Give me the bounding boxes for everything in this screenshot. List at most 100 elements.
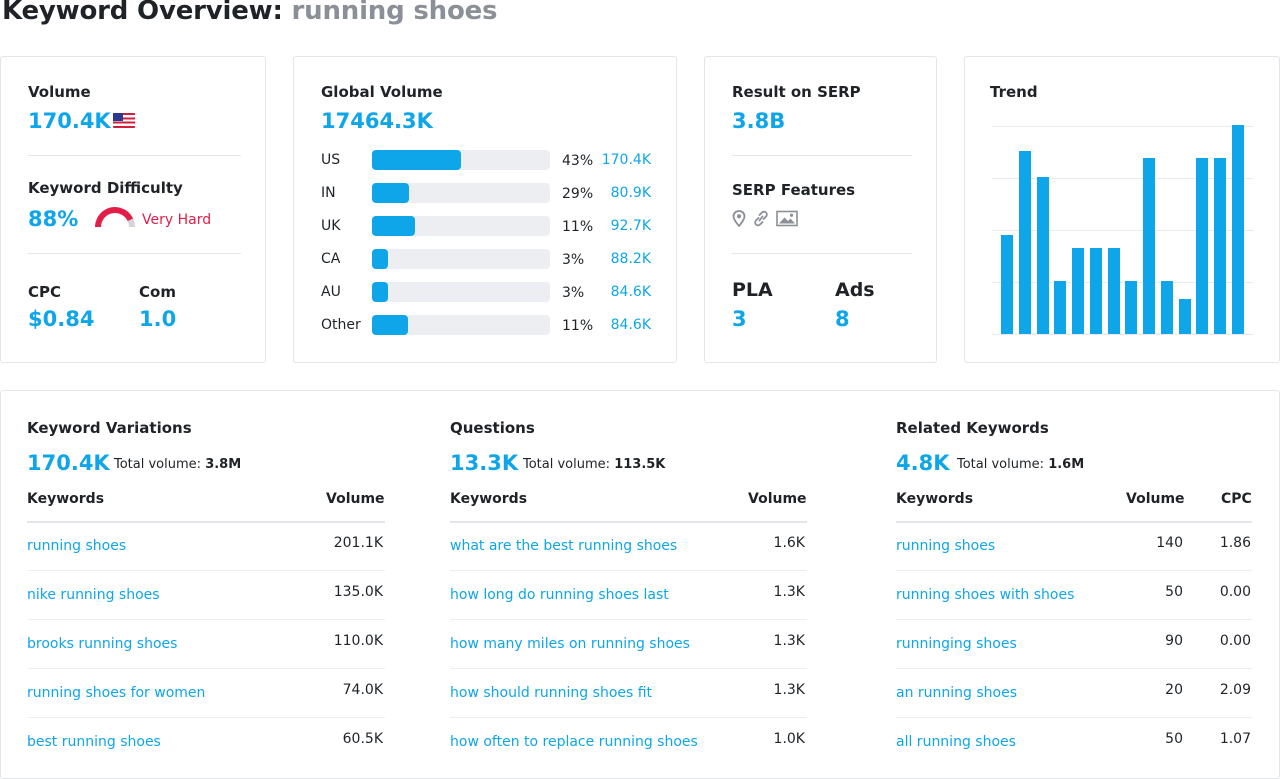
trend-bar	[1232, 125, 1244, 334]
com-value: 1.0	[139, 307, 177, 331]
keyword-cpc: 0.00	[1219, 584, 1251, 600]
trend-label: Trend	[990, 83, 1038, 101]
trend-gridline	[992, 178, 1253, 179]
country-name: Other	[321, 317, 361, 333]
keyword-link[interactable]: how many miles on running shoes	[450, 636, 690, 652]
trend-card: Trend	[964, 56, 1280, 363]
volume-label: Volume	[28, 83, 91, 101]
trend-bar	[1108, 248, 1120, 334]
keyword-cpc: 2.09	[1219, 682, 1251, 698]
related-count: 4.8K	[896, 451, 950, 475]
keyword-cpc: 1.86	[1219, 535, 1251, 551]
volume-share-bar	[372, 216, 550, 236]
keyword-cpc: 1.07	[1219, 731, 1251, 747]
keyword-link[interactable]: an running shoes	[896, 685, 1018, 701]
divider	[732, 155, 912, 156]
trend-bar	[1019, 151, 1031, 334]
country-name: AU	[321, 284, 341, 300]
trend-baseline	[992, 334, 1253, 335]
country-share-percent: 29%	[562, 186, 594, 202]
variations-total-label: Total volume:	[114, 457, 202, 472]
row-divider	[27, 619, 385, 620]
page-title: Keyword Overview: running shoes	[2, 0, 498, 26]
volume-share-fill	[372, 315, 408, 335]
volume-share-bar	[372, 249, 550, 269]
country-name: IN	[321, 185, 336, 201]
country-share-percent: 11%	[562, 318, 594, 334]
country-name: CA	[321, 251, 341, 267]
volume-share-bar	[372, 183, 550, 203]
variations-col-keywords[interactable]: Keywords	[27, 491, 105, 507]
related-col-cpc[interactable]: CPC	[1221, 491, 1252, 507]
country-volume-link[interactable]: 80.9K	[610, 185, 651, 201]
pla-value: 3	[732, 307, 747, 331]
volume-card: Volume 170.4K Keyword Difficulty 88% Ver…	[0, 56, 266, 363]
country-volume-link[interactable]: 170.4K	[601, 152, 651, 168]
volume-share-fill	[372, 249, 388, 269]
questions-col-volume[interactable]: Volume	[748, 491, 807, 507]
country-share-percent: 11%	[562, 219, 594, 235]
keyword-link[interactable]: runninging shoes	[896, 636, 1017, 652]
ads-label: Ads	[835, 279, 875, 301]
variations-col-volume[interactable]: Volume	[326, 491, 385, 507]
country-name: US	[321, 152, 341, 168]
related-col-keywords[interactable]: Keywords	[896, 491, 974, 507]
keyword-link[interactable]: how often to replace running shoes	[450, 734, 698, 750]
questions-header-divider	[450, 521, 807, 523]
row-divider	[450, 668, 807, 669]
keyword-link[interactable]: brooks running shoes	[27, 636, 178, 652]
country-volume-link[interactable]: 84.6K	[610, 284, 651, 300]
questions-total-label: Total volume:	[523, 457, 611, 472]
related-col-volume[interactable]: Volume	[1126, 491, 1185, 507]
keyword-link[interactable]: how long do running shoes last	[450, 587, 669, 603]
keyword-difficulty-label: Keyword Difficulty	[28, 179, 183, 197]
keyword-volume: 1.0K	[773, 731, 805, 747]
map-pin-icon[interactable]	[732, 210, 746, 227]
divider	[28, 155, 241, 156]
keyword-volume: 1.6K	[773, 535, 805, 551]
result-on-serp-value: 3.8B	[732, 109, 786, 133]
keyword-volume: 1.3K	[773, 584, 805, 600]
country-volume-link[interactable]: 92.7K	[610, 218, 651, 234]
volume-share-fill	[372, 150, 461, 170]
volume-share-bar	[372, 282, 550, 302]
link-icon[interactable]	[752, 210, 770, 227]
keyword-link[interactable]: running shoes	[27, 538, 127, 554]
row-divider	[27, 668, 385, 669]
trend-gridline	[992, 282, 1253, 283]
country-volume-link[interactable]: 88.2K	[610, 251, 651, 267]
cpc-value: $0.84	[28, 307, 95, 331]
volume-share-bar	[372, 315, 550, 335]
keyword-link[interactable]: running shoes for women	[27, 685, 206, 701]
trend-bar	[1143, 158, 1155, 334]
keyword-link[interactable]: running shoes	[896, 538, 996, 554]
image-icon[interactable]	[776, 210, 798, 227]
keyword-cpc: 0.00	[1219, 633, 1251, 649]
country-volume-link[interactable]: 84.6K	[610, 317, 651, 333]
variations-count: 170.4K	[27, 451, 110, 475]
related-total-value: 1.6M	[1048, 457, 1085, 472]
serp-features-label: SERP Features	[732, 181, 856, 199]
row-divider	[896, 619, 1252, 620]
keyword-volume: 60.5K	[342, 731, 383, 747]
questions-col-keywords[interactable]: Keywords	[450, 491, 528, 507]
keyword-link[interactable]: what are the best running shoes	[450, 538, 678, 554]
trend-bar	[1037, 177, 1049, 334]
keyword-link[interactable]: nike running shoes	[27, 587, 160, 603]
keyword-link[interactable]: how should running shoes fit	[450, 685, 653, 701]
volume-share-fill	[372, 282, 388, 302]
row-divider	[896, 668, 1252, 669]
global-volume-label: Global Volume	[321, 83, 443, 101]
divider	[732, 253, 912, 254]
keyword-volume: 50	[1165, 731, 1183, 747]
ads-value: 8	[835, 307, 850, 331]
variations-title: Keyword Variations	[27, 419, 192, 437]
keyword-link[interactable]: best running shoes	[27, 734, 161, 750]
global-volume-card: Global Volume 17464.3K US 43% 170.4K IN 29% 8…	[293, 56, 677, 363]
related-total-label: Total volume:	[957, 457, 1045, 472]
keyword-link[interactable]: all running shoes	[896, 734, 1016, 750]
result-on-serp-label: Result on SERP	[732, 83, 861, 101]
keyword-link[interactable]: running shoes with shoes	[896, 587, 1075, 603]
keyword-volume: 1.3K	[773, 682, 805, 698]
trend-gridline	[992, 230, 1253, 231]
